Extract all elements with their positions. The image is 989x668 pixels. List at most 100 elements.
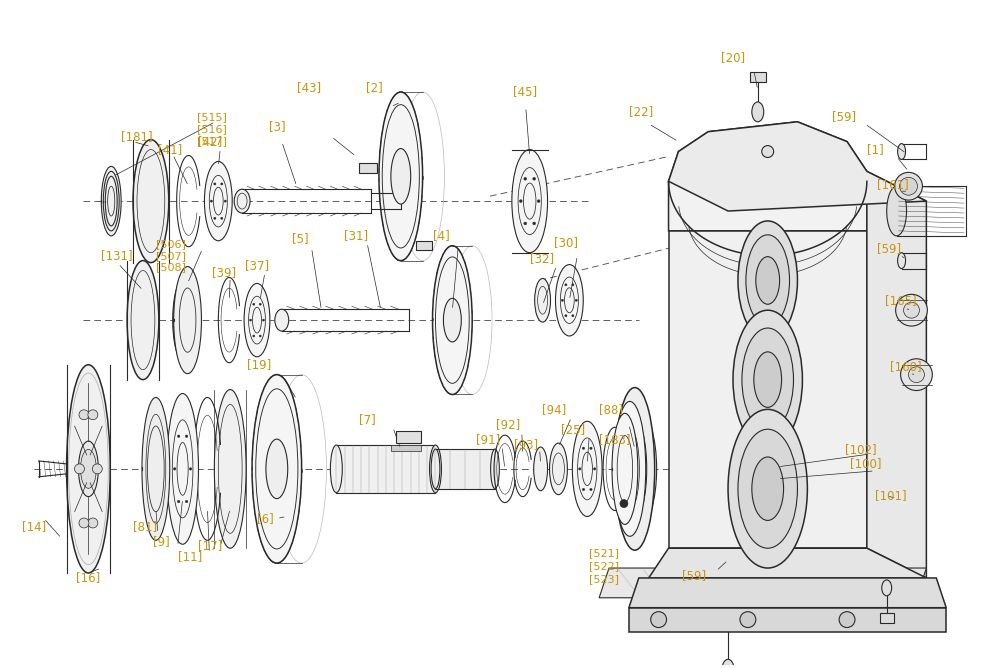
Ellipse shape	[612, 413, 638, 524]
Ellipse shape	[275, 309, 289, 331]
Ellipse shape	[330, 445, 342, 493]
Polygon shape	[415, 240, 431, 250]
Circle shape	[593, 468, 595, 470]
Circle shape	[177, 500, 180, 503]
Ellipse shape	[582, 452, 592, 486]
Text: [94]: [94]	[542, 403, 566, 416]
Text: [20]: [20]	[721, 51, 746, 64]
Polygon shape	[629, 608, 946, 633]
Ellipse shape	[105, 180, 117, 222]
Circle shape	[259, 335, 261, 337]
Text: [165]: [165]	[885, 294, 917, 307]
Ellipse shape	[518, 168, 541, 234]
Ellipse shape	[626, 420, 656, 518]
Circle shape	[221, 217, 223, 219]
Text: [19]: [19]	[247, 358, 271, 371]
Text: [30]: [30]	[555, 236, 579, 249]
Text: [14]: [14]	[22, 520, 46, 533]
Circle shape	[901, 359, 933, 391]
Ellipse shape	[636, 444, 650, 494]
Text: [37]: [37]	[245, 259, 269, 272]
Circle shape	[189, 468, 192, 470]
Circle shape	[900, 177, 918, 195]
Ellipse shape	[108, 186, 115, 216]
Ellipse shape	[142, 397, 170, 540]
Circle shape	[565, 315, 567, 317]
Circle shape	[589, 488, 592, 491]
Ellipse shape	[172, 420, 193, 518]
Text: [92]: [92]	[496, 418, 520, 431]
Ellipse shape	[234, 189, 250, 213]
Ellipse shape	[432, 246, 472, 395]
Ellipse shape	[491, 449, 499, 489]
Ellipse shape	[177, 442, 188, 495]
Polygon shape	[750, 72, 765, 82]
Ellipse shape	[205, 162, 232, 240]
Ellipse shape	[80, 450, 96, 488]
Text: [41]: [41]	[158, 143, 182, 156]
Text: [91]: [91]	[476, 433, 500, 446]
Ellipse shape	[620, 428, 639, 509]
Text: [81]: [81]	[134, 520, 157, 533]
Circle shape	[651, 612, 667, 627]
Circle shape	[259, 303, 261, 305]
Text: [507]: [507]	[156, 250, 186, 261]
Text: [131]: [131]	[101, 249, 133, 262]
Ellipse shape	[573, 422, 602, 516]
Ellipse shape	[127, 261, 159, 379]
Circle shape	[214, 183, 216, 185]
Text: [102]: [102]	[845, 442, 876, 456]
Text: [43]: [43]	[297, 81, 320, 94]
Polygon shape	[669, 122, 927, 211]
Text: [11]: [11]	[178, 550, 202, 562]
Polygon shape	[669, 122, 867, 231]
Ellipse shape	[210, 175, 227, 227]
Text: [5]: [5]	[292, 232, 309, 245]
Ellipse shape	[614, 401, 646, 536]
Circle shape	[185, 435, 188, 438]
Ellipse shape	[215, 389, 246, 548]
Circle shape	[211, 200, 213, 202]
Ellipse shape	[733, 310, 802, 449]
Ellipse shape	[167, 393, 199, 544]
Circle shape	[524, 178, 527, 180]
Text: [101]: [101]	[875, 489, 907, 502]
Ellipse shape	[252, 307, 261, 333]
Text: [88]: [88]	[599, 403, 623, 416]
Polygon shape	[629, 578, 946, 608]
Ellipse shape	[898, 253, 906, 269]
Ellipse shape	[174, 267, 202, 373]
Circle shape	[579, 468, 581, 470]
Text: [161]: [161]	[877, 178, 909, 191]
Circle shape	[74, 464, 84, 474]
Ellipse shape	[882, 580, 892, 596]
Text: [2]: [2]	[366, 81, 383, 94]
Text: [181]: [181]	[121, 130, 152, 143]
Ellipse shape	[173, 283, 191, 358]
Circle shape	[177, 435, 180, 438]
Ellipse shape	[107, 183, 116, 219]
Circle shape	[572, 284, 574, 286]
Text: [25]: [25]	[562, 423, 585, 436]
Circle shape	[562, 299, 564, 301]
Text: [45]: [45]	[513, 86, 537, 98]
Ellipse shape	[244, 283, 270, 357]
Ellipse shape	[550, 443, 568, 494]
Ellipse shape	[631, 428, 655, 510]
Ellipse shape	[174, 275, 196, 366]
Ellipse shape	[728, 409, 807, 568]
Circle shape	[214, 217, 216, 219]
Text: [521]: [521]	[589, 548, 619, 558]
Circle shape	[576, 299, 578, 301]
Polygon shape	[649, 548, 927, 578]
Circle shape	[895, 172, 923, 200]
Polygon shape	[435, 449, 495, 489]
Circle shape	[92, 464, 102, 474]
Text: [22]: [22]	[629, 106, 653, 118]
Ellipse shape	[237, 193, 247, 209]
Ellipse shape	[632, 439, 650, 498]
Ellipse shape	[134, 140, 169, 263]
Circle shape	[88, 409, 98, 420]
Text: [100]: [100]	[850, 458, 881, 470]
Polygon shape	[359, 164, 377, 174]
